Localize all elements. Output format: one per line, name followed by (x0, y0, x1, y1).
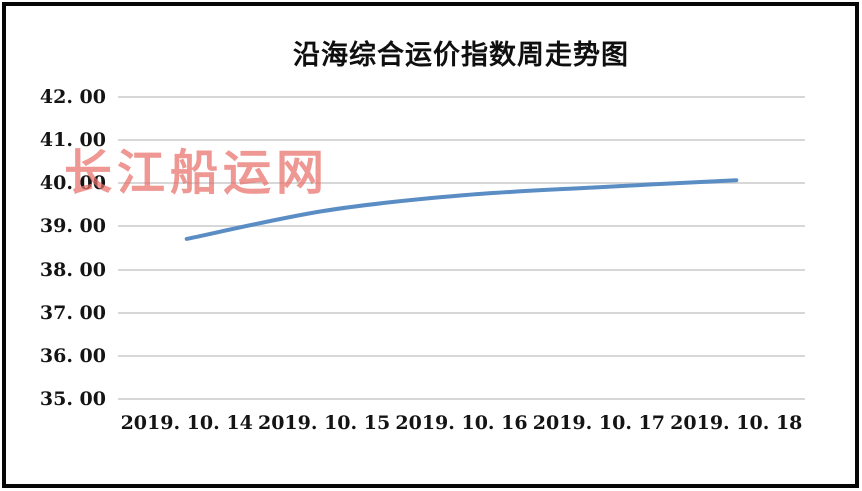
y-tick-label: 38. 00 (39, 258, 106, 281)
gridline (118, 311, 805, 314)
gridline (118, 139, 805, 142)
y-tick-label: 36. 00 (39, 344, 106, 367)
gridline (118, 96, 805, 98)
gridline (118, 225, 805, 228)
y-tick-label: 40. 00 (39, 172, 106, 195)
y-tick-label: 35. 00 (39, 388, 106, 410)
gridline (118, 354, 805, 357)
y-tick-label: 37. 00 (39, 301, 106, 324)
x-tick-label: 2019. 10. 14 (120, 412, 253, 434)
x-tick-label: 2019. 10. 16 (395, 412, 528, 434)
x-tick-label: 2019. 10. 18 (670, 412, 803, 434)
y-tick-label: 39. 00 (39, 215, 106, 238)
y-tick-label: 42. 00 (39, 86, 106, 108)
y-tick-label: 41. 00 (39, 129, 106, 152)
gridline (118, 182, 805, 185)
x-tick-label: 2019. 10. 17 (532, 412, 665, 434)
x-tick-label: 2019. 10. 15 (257, 412, 391, 434)
series-line-path (184, 178, 739, 241)
gridline (118, 268, 805, 271)
chart-title: 沿海综合运价指数周走势图 (293, 40, 629, 71)
gridline (118, 398, 805, 400)
